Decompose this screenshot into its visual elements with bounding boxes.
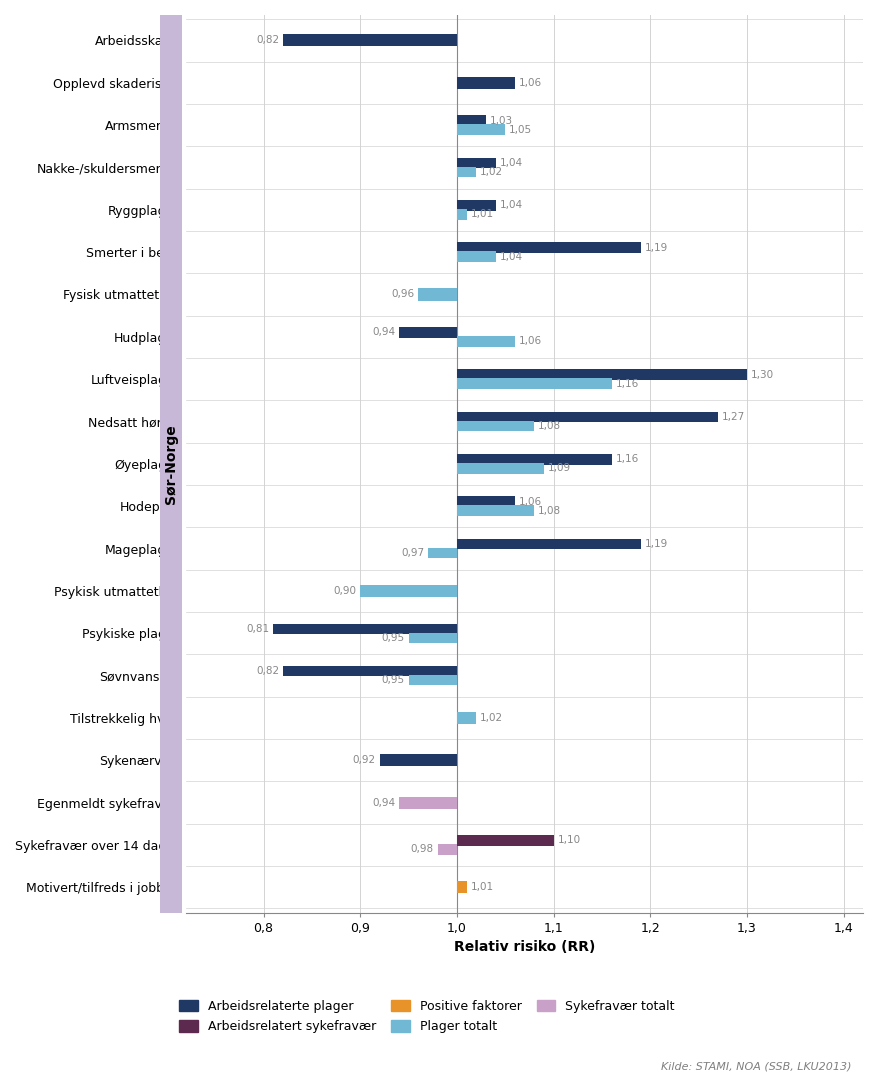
Text: 1,01: 1,01 — [470, 882, 493, 893]
Text: 0,82: 0,82 — [255, 36, 279, 45]
Bar — [456, 115, 485, 126]
Bar — [456, 505, 534, 516]
Text: Sør-Norge: Sør-Norge — [164, 424, 178, 504]
Text: 1,05: 1,05 — [509, 125, 531, 135]
Bar — [456, 242, 640, 253]
Bar — [456, 209, 466, 220]
Text: 1,08: 1,08 — [538, 506, 560, 516]
Bar — [456, 336, 514, 347]
Bar — [427, 548, 456, 558]
Text: 0,95: 0,95 — [381, 675, 404, 685]
Bar — [437, 844, 456, 855]
Text: 1,06: 1,06 — [518, 496, 541, 506]
Text: 1,02: 1,02 — [480, 713, 503, 723]
Text: 1,08: 1,08 — [538, 421, 560, 431]
Text: 0,96: 0,96 — [391, 290, 414, 299]
Text: 0,82: 0,82 — [255, 666, 279, 676]
Text: 1,10: 1,10 — [557, 836, 580, 845]
Text: 0,92: 0,92 — [353, 755, 375, 766]
Text: 1,02: 1,02 — [480, 167, 503, 177]
Bar — [456, 411, 717, 422]
X-axis label: Relativ risiko (RR): Relativ risiko (RR) — [453, 940, 595, 954]
Bar — [456, 369, 746, 380]
Text: 1,19: 1,19 — [644, 242, 667, 253]
Text: 1,04: 1,04 — [499, 200, 522, 210]
Text: 1,09: 1,09 — [547, 463, 570, 474]
Bar — [456, 124, 504, 135]
Bar — [282, 666, 456, 676]
Text: 0,97: 0,97 — [401, 548, 424, 558]
Text: 1,04: 1,04 — [499, 158, 522, 168]
Text: 1,06: 1,06 — [518, 336, 541, 347]
Text: 1,30: 1,30 — [750, 369, 774, 380]
Text: 0,90: 0,90 — [333, 586, 356, 596]
Bar — [456, 167, 475, 178]
Legend: Arbeidsrelaterte plager, Arbeidsrelatert sykefravær, Positive faktorer, Plager t: Arbeidsrelaterte plager, Arbeidsrelatert… — [179, 999, 674, 1033]
Text: 1,04: 1,04 — [499, 252, 522, 262]
Text: 0,95: 0,95 — [381, 633, 404, 643]
Text: 1,16: 1,16 — [615, 379, 638, 389]
Bar — [408, 675, 456, 685]
Text: 1,06: 1,06 — [518, 78, 541, 87]
Bar — [456, 538, 640, 549]
Bar — [417, 289, 456, 300]
Bar — [456, 157, 495, 168]
Bar — [456, 496, 514, 507]
Bar — [360, 585, 456, 597]
Bar — [398, 327, 456, 337]
Text: 1,01: 1,01 — [470, 209, 493, 220]
Bar — [456, 421, 534, 431]
Text: 1,03: 1,03 — [489, 115, 512, 126]
Bar — [456, 881, 466, 893]
Text: 0,94: 0,94 — [372, 327, 395, 337]
Bar — [408, 632, 456, 643]
Bar — [456, 76, 514, 88]
Bar — [456, 836, 553, 845]
Bar — [456, 378, 611, 389]
Bar — [273, 624, 456, 634]
Text: 1,19: 1,19 — [644, 540, 667, 549]
Bar — [379, 754, 456, 767]
Text: 1,16: 1,16 — [615, 454, 638, 464]
Text: 0,98: 0,98 — [410, 844, 433, 854]
Bar — [398, 797, 456, 809]
Text: 1,27: 1,27 — [721, 412, 745, 422]
Bar — [456, 463, 544, 474]
Bar — [456, 200, 495, 210]
Text: 0,81: 0,81 — [246, 624, 269, 633]
Text: 0,94: 0,94 — [372, 798, 395, 808]
Bar — [282, 34, 456, 46]
Bar — [456, 712, 475, 724]
Bar — [456, 454, 611, 464]
Text: Kilde: STAMI, NOA (SSB, LKU2013): Kilde: STAMI, NOA (SSB, LKU2013) — [660, 1062, 851, 1072]
Bar — [456, 251, 495, 262]
